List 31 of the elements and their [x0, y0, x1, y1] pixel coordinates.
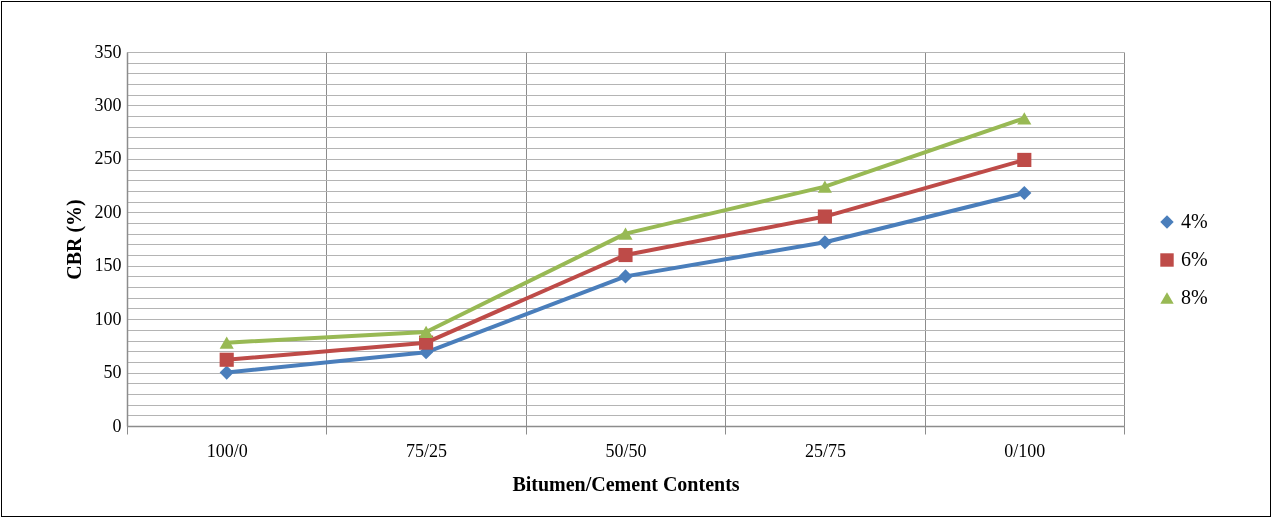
y-tick-label: 200 — [94, 201, 122, 222]
point — [618, 247, 633, 263]
x-tick-label: 75/25 — [406, 440, 448, 461]
point — [419, 325, 434, 339]
point — [817, 209, 832, 224]
y-tick-label: 0 — [112, 415, 122, 436]
x-tick-label: 0/100 — [1004, 440, 1046, 461]
point — [1017, 152, 1032, 167]
y-tick-label: 100 — [94, 308, 122, 329]
legend-label: 4% — [1181, 210, 1208, 232]
point — [817, 180, 832, 193]
x-tick-label: 50/50 — [605, 440, 647, 461]
legend-label: 6% — [1181, 248, 1208, 270]
y-tick-label: 300 — [94, 94, 122, 115]
x-tick-label: 100/0 — [206, 440, 248, 461]
y-tick-label: 50 — [103, 362, 122, 383]
point — [219, 336, 234, 349]
y-tick-label: 250 — [94, 148, 122, 169]
legend-label: 8% — [1181, 286, 1208, 308]
point — [1017, 112, 1032, 125]
point — [1017, 185, 1032, 201]
x-tick-label: 25/75 — [804, 440, 846, 461]
point — [817, 235, 832, 250]
y-tick-label: 350 — [94, 41, 122, 62]
y-tick-label: 150 — [94, 255, 122, 276]
point — [618, 269, 633, 284]
y-axis-title: CBR (%) — [62, 199, 86, 280]
point — [219, 365, 234, 380]
point — [219, 352, 234, 367]
point — [618, 227, 633, 240]
x-axis-title: Bitumen/Cement Contents — [512, 472, 740, 495]
